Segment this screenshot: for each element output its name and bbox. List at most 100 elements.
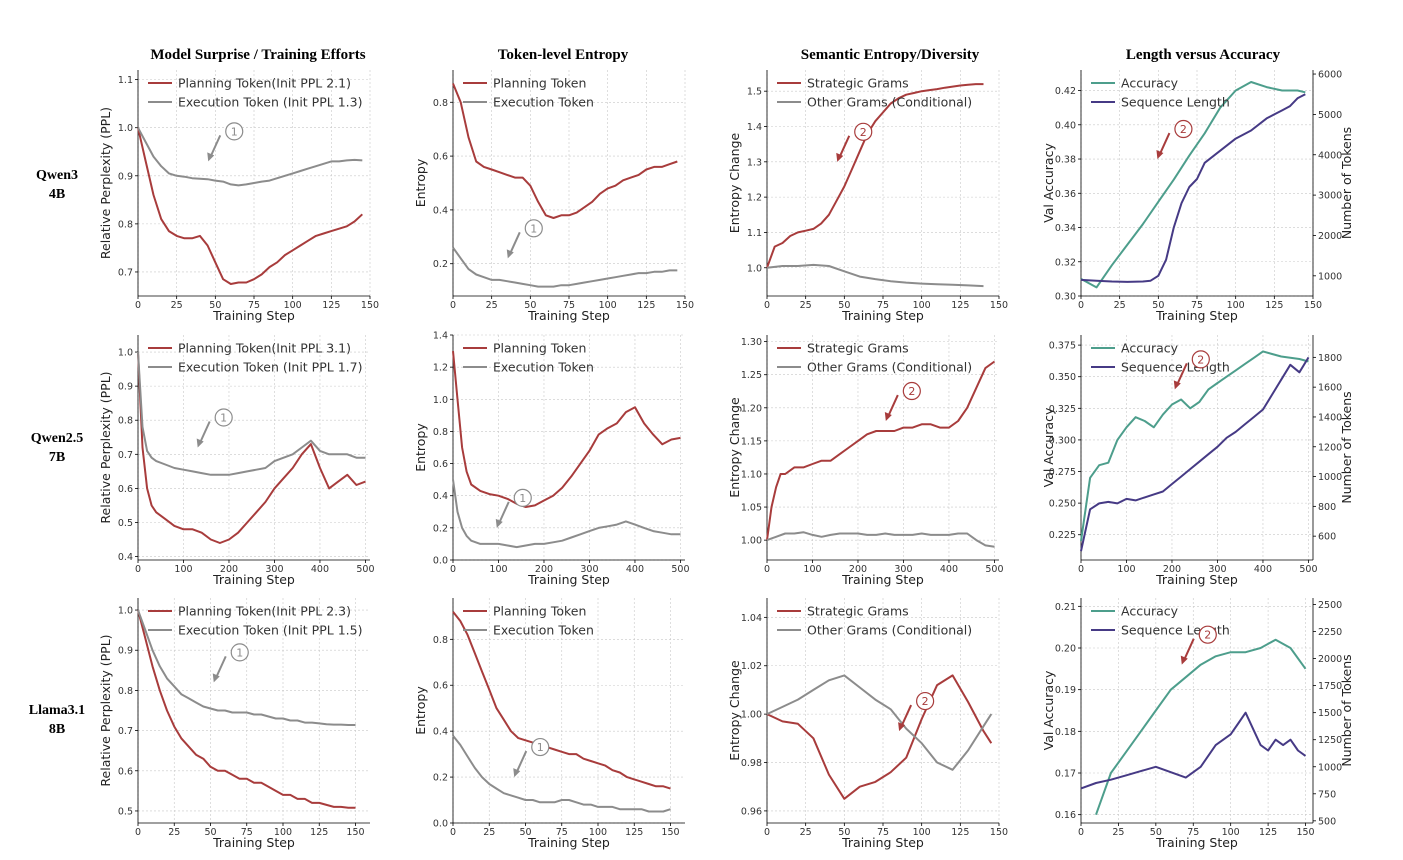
row-label-2-line1: Qwen2.5 [31,431,84,446]
x-tick-label: 400 [940,564,958,575]
x-axis-label: Training Step [1155,572,1238,587]
x-tick-label: 200 [1163,564,1181,575]
y-tick-label: 0.9 [118,171,133,182]
annotation-arrow [838,135,851,159]
x-tick-label: 25 [486,300,498,311]
chart-r1c3: 0 25 50 75 100 125 150 1.0 1.1 1.2 1.3 1.4 1.5 Traini… [727,70,1008,323]
series-line-shadow-2 [452,247,678,288]
y-tick-label: 1.04 [741,613,762,624]
y-tick-label: 0.21 [1055,602,1076,613]
annotation-label: 1 [530,222,537,235]
y2-tick-label: 500 [1318,816,1336,827]
x-tick-label: 100 [913,827,931,838]
annotation-circle [225,122,244,141]
x-tick-label: 0 [135,827,141,838]
legend-label-1: Planning Token [493,76,586,91]
annotation-arrow [214,655,227,679]
series-line-1 [1080,81,1306,289]
x-tick-label: 25 [168,827,180,838]
y2-tick-label: 2000 [1318,231,1342,242]
y-tick-label: 1.0 [118,123,133,134]
series-line-1 [452,611,671,790]
series-line-2 [452,735,671,813]
legend-label-2: Execution Token [493,95,594,110]
x-tick-label: 25 [800,300,812,311]
y-tick-label: 0.225 [1049,530,1076,541]
x-axis-label: Training Step [212,835,295,850]
x-tick-label: 100 [1117,564,1135,575]
annotation-arrowhead [513,768,521,778]
x-tick-label: 125 [951,827,969,838]
y-tick-label: 1.02 [741,661,762,672]
x-axis-label: Training Step [527,308,610,323]
x-tick-label: 50 [838,300,850,311]
x-tick-label: 50 [204,827,216,838]
series-line-1 [452,351,681,508]
annotation-circle [214,408,233,427]
x-tick-label: 100 [589,827,607,838]
y-tick-label: 0.16 [1055,810,1076,821]
x-axis-label: Training Step [527,835,610,850]
annotation-label: 1 [220,412,227,425]
series-line-2 [766,674,993,771]
x-tick-label: 125 [625,827,643,838]
y2-axis-label: Number of Tokens [1339,654,1354,766]
annotation-arrow [1175,362,1188,386]
x-tick-label: 100 [1227,300,1245,311]
y-axis-label: Entropy [413,423,428,472]
annotation-label: 1 [537,741,544,754]
y-tick-label: 0.9 [118,646,133,657]
y-axis-label: Entropy Change [727,132,742,233]
y-tick-label: 0.20 [1055,644,1076,655]
x-tick-label: 0 [450,300,456,311]
x-tick-label: 75 [1187,827,1199,838]
y-tick-label: 1.2 [433,363,448,374]
y2-tick-label: 2500 [1318,600,1342,611]
y-axis-label: Relative Perplexity (PPL) [98,107,113,259]
x-tick-label: 0 [135,564,141,575]
x-tick-label: 400 [311,564,329,575]
column-title-1: Model Surprise / Training Efforts [150,47,365,63]
x-tick-label: 75 [563,300,575,311]
y-tick-label: 1.25 [741,370,762,381]
series-line-1 [1080,350,1309,542]
x-tick-label: 125 [637,300,655,311]
y-axis-label: Val Accuracy [1041,670,1056,750]
row-label-1-line1: Qwen3 [36,168,78,183]
annotation-arrowhead [1156,150,1164,160]
x-tick-label: 300 [265,564,283,575]
x-tick-label: 500 [1299,564,1317,575]
x-tick-label: 100 [913,300,931,311]
row-label-1-line2: 4B [49,187,65,202]
annotation-circle [854,122,873,141]
legend-label-1: Planning Token [493,604,586,619]
series-line-shadow-2 [452,479,681,548]
x-tick-label: 50 [1150,827,1162,838]
x-tick-label: 125 [310,827,328,838]
y-tick-label: 1.0 [118,606,133,617]
series-line-1 [1095,638,1307,816]
series-line-2 [1080,711,1307,790]
legend-label-1: Strategic Grams [807,341,909,356]
annotation-label: 2 [1204,629,1211,642]
y2-tick-label: 1000 [1318,472,1342,483]
annotation-arrowhead [1180,655,1188,665]
x-tick-label: 150 [676,300,694,311]
y2-tick-label: 5000 [1318,110,1342,121]
x-tick-label: 75 [877,827,889,838]
y-tick-label: 0.325 [1049,404,1076,415]
chart-r1c2: 0 25 50 75 100 125 150 0.2 0.4 0.6 0.8 Training Ste… [413,70,694,323]
annotation-label: 2 [908,385,915,398]
legend-label-1: Accuracy [1121,76,1179,91]
y-tick-label: 0.18 [1055,727,1076,738]
y-tick-label: 0.4 [433,205,448,216]
x-tick-label: 75 [877,300,889,311]
y-tick-label: 0.36 [1055,189,1076,200]
x-tick-label: 150 [990,300,1008,311]
x-tick-label: 25 [1114,300,1126,311]
x-tick-label: 25 [800,827,812,838]
y-tick-label: 0.375 [1049,341,1076,352]
annotation-circle [230,643,249,662]
x-axis-label: Training Step [212,308,295,323]
